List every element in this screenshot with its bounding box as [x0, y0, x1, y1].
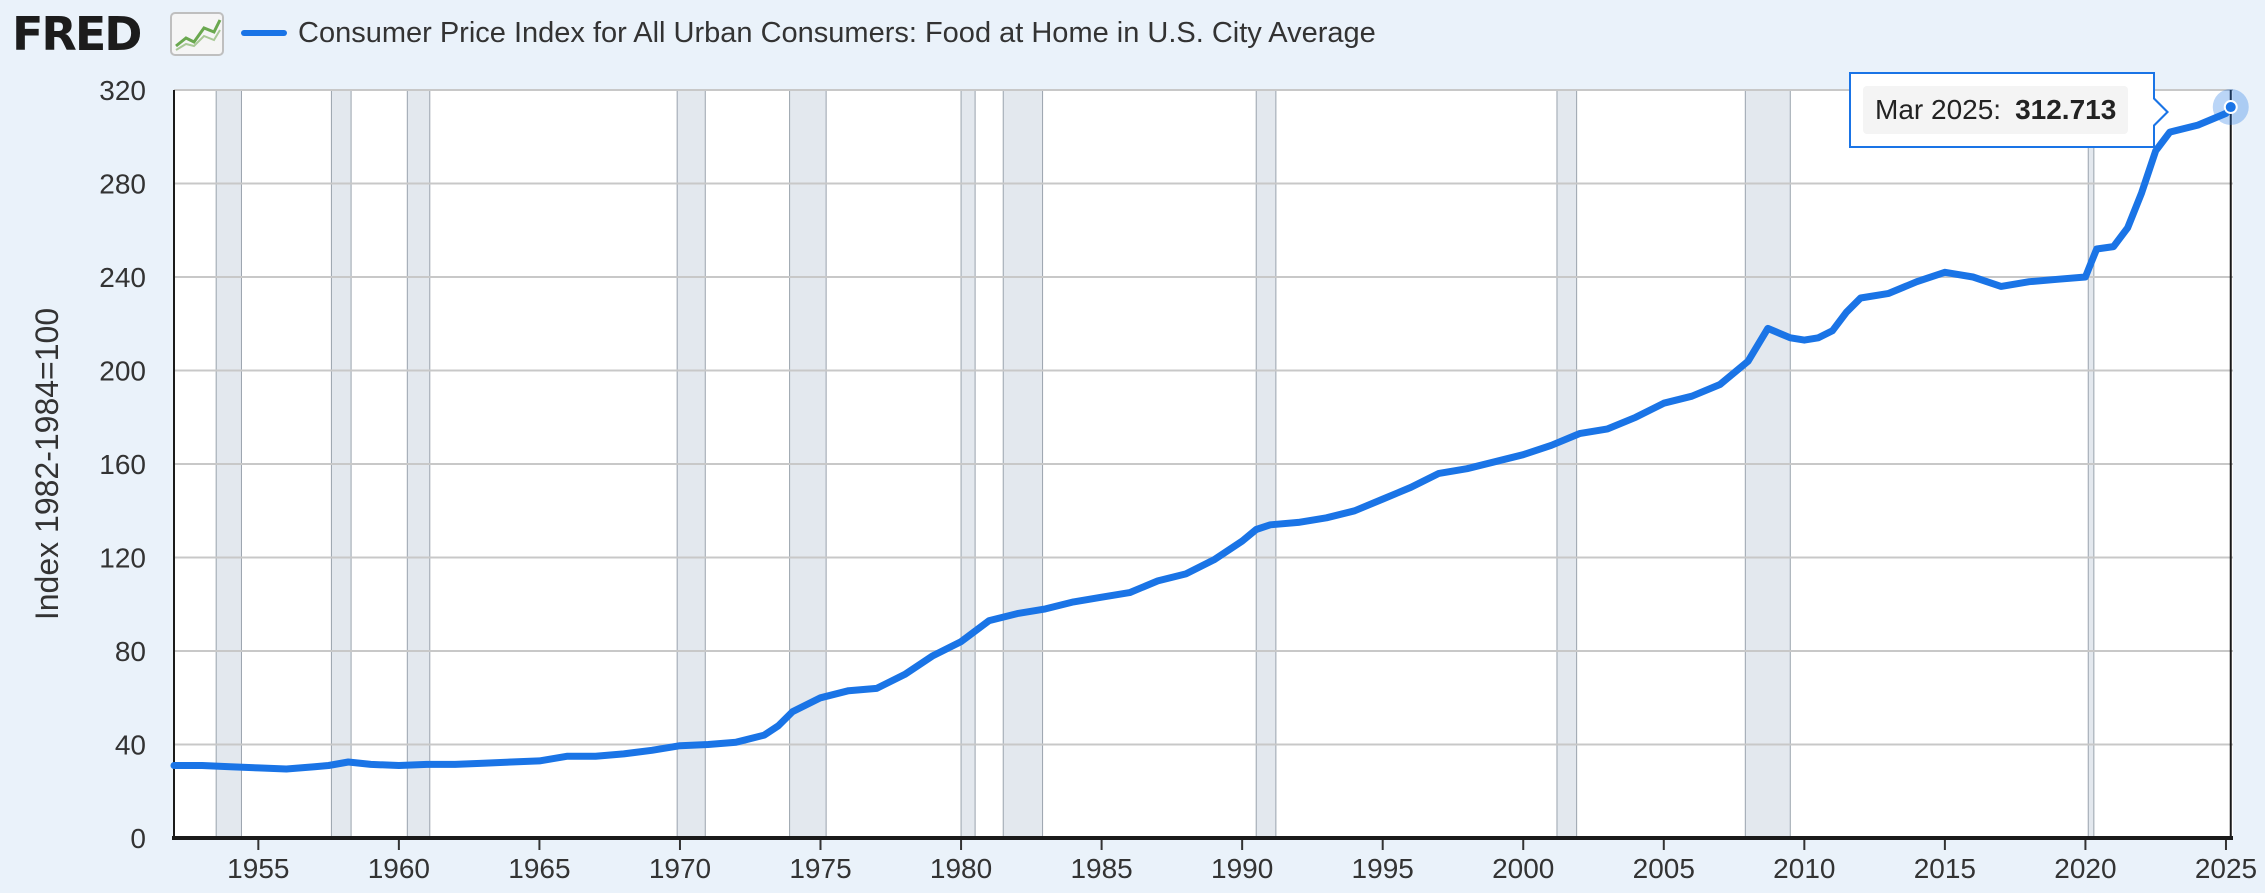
tooltip-value: 312.713	[2015, 94, 2117, 125]
legend-swatch	[241, 30, 287, 36]
y-tick-label: 200	[99, 356, 146, 387]
x-tick-label: 2000	[1492, 853, 1554, 884]
x-tick-label: 1955	[227, 853, 289, 884]
y-tick-label: 280	[99, 169, 146, 200]
y-tick-label: 0	[130, 823, 146, 854]
series-layer[interactable]	[170, 103, 2235, 773]
x-tick-label: 1990	[1211, 853, 1273, 884]
x-tick-label: 1975	[789, 853, 851, 884]
y-tick-label: 160	[99, 449, 146, 480]
fred-logo[interactable]: FRED	[12, 7, 142, 61]
y-tick-label: 80	[115, 636, 146, 667]
y-axis-ticks: 0 40 80 120 160 200 240 280 320	[99, 75, 146, 854]
x-tick-label: 1965	[508, 853, 570, 884]
x-tick-label: 1995	[1352, 853, 1414, 884]
highlight-point	[2223, 100, 2238, 115]
y-axis-label: Index 1982-1984=100	[29, 308, 65, 620]
tooltip-arrow-fill	[2153, 99, 2166, 125]
grid-lines	[174, 89, 2233, 746]
tooltip: Mar 2025: 312.713	[1849, 72, 2155, 148]
x-tick-label: 2025	[2195, 853, 2257, 884]
chart-header: FRED Consumer Price Index for All Urban …	[0, 0, 2265, 70]
y-tick-label: 320	[99, 75, 146, 106]
series-title[interactable]: Consumer Price Index for All Urban Consu…	[298, 17, 1376, 49]
series-line[interactable]	[170, 103, 2235, 773]
hover-layer	[2212, 89, 2249, 838]
x-axis-ticks: 1955 1960 1965 1970 1975 1980 1985 1990 1995 2000…	[227, 838, 2257, 884]
x-tick-label: 1970	[649, 853, 711, 884]
x-tick-label: 2010	[1773, 853, 1835, 884]
x-tick-label: 2015	[1914, 853, 1976, 884]
x-tick-label: 2020	[2054, 853, 2116, 884]
y-tick-label: 120	[99, 543, 146, 574]
y-tick-label: 40	[115, 730, 146, 761]
x-tick-label: 1980	[930, 853, 992, 884]
tooltip-content: Mar 2025: 312.713	[1863, 86, 2129, 134]
x-tick-label: 1960	[368, 853, 430, 884]
x-tick-label: 1985	[1070, 853, 1132, 884]
fred-chart-icon	[170, 12, 224, 56]
y-tick-label: 240	[99, 262, 146, 293]
tooltip-date: Mar 2025:	[1875, 94, 2002, 125]
x-tick-label: 2005	[1633, 853, 1695, 884]
